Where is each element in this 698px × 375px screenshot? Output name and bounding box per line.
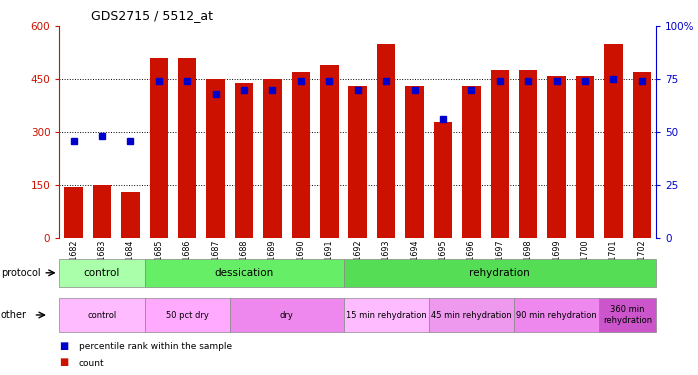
Bar — [377, 44, 395, 238]
Bar — [263, 79, 282, 238]
Bar — [433, 122, 452, 238]
Text: protocol: protocol — [1, 268, 40, 278]
Bar — [178, 58, 196, 238]
Bar — [519, 70, 537, 238]
Bar — [491, 70, 509, 238]
Bar — [149, 58, 168, 238]
Bar — [320, 65, 339, 238]
Text: GDS2715 / 5512_at: GDS2715 / 5512_at — [91, 9, 213, 22]
Text: rehydration: rehydration — [470, 268, 530, 278]
Text: 360 min
rehydration: 360 min rehydration — [603, 305, 652, 325]
Bar — [348, 86, 367, 238]
Bar — [576, 76, 594, 238]
Text: ■: ■ — [59, 357, 68, 368]
Bar — [121, 192, 140, 238]
Bar — [93, 185, 111, 238]
Text: ■: ■ — [59, 340, 68, 351]
Bar — [207, 79, 225, 238]
Text: dessication: dessication — [214, 268, 274, 278]
Bar — [462, 86, 481, 238]
Bar — [547, 76, 566, 238]
Text: 15 min rehydration: 15 min rehydration — [346, 310, 426, 320]
Bar — [235, 83, 253, 238]
Text: control: control — [84, 268, 120, 278]
Text: 90 min rehydration: 90 min rehydration — [517, 310, 597, 320]
Text: control: control — [87, 310, 117, 320]
Bar — [632, 72, 651, 238]
Bar — [604, 44, 623, 238]
Bar — [64, 187, 83, 238]
Text: percentile rank within the sample: percentile rank within the sample — [79, 342, 232, 351]
Text: dry: dry — [280, 310, 294, 320]
Text: 45 min rehydration: 45 min rehydration — [431, 310, 512, 320]
Text: other: other — [1, 310, 27, 320]
Text: count: count — [79, 358, 105, 368]
Bar — [406, 86, 424, 238]
Bar — [292, 72, 310, 238]
Text: 50 pct dry: 50 pct dry — [166, 310, 209, 320]
